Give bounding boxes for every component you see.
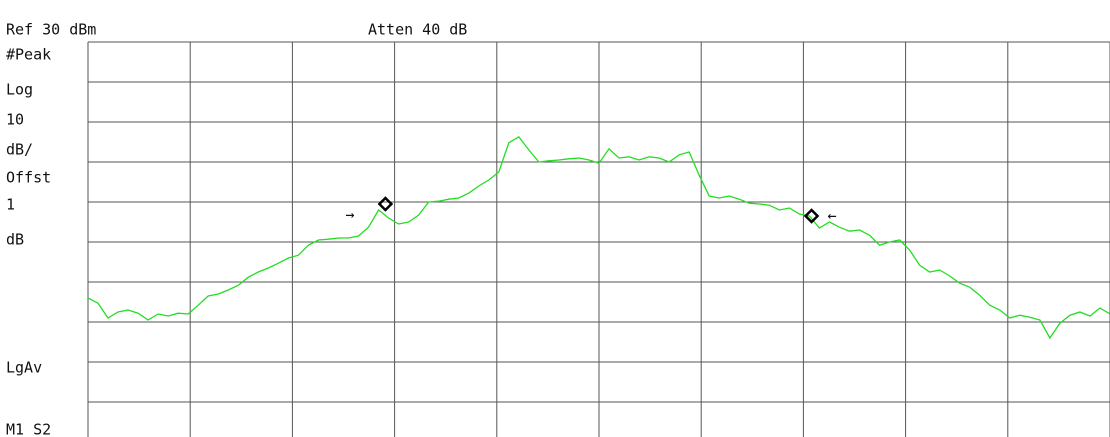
- marker: [803, 208, 820, 224]
- side-label: dB/: [6, 141, 33, 159]
- attenuation: Atten 40 dB: [368, 21, 467, 39]
- side-label: #Peak: [6, 46, 51, 64]
- side-label: M1 S2: [6, 421, 51, 437]
- side-label: Offst: [6, 169, 51, 187]
- side-label: dB: [6, 231, 24, 249]
- trace: [87, 135, 1110, 340]
- side-label: 1: [6, 196, 15, 214]
- marker: [377, 196, 394, 212]
- ref-level: Ref 30 dBm: [6, 21, 96, 39]
- side-label: LgAv: [6, 359, 42, 377]
- side-label: 10: [6, 111, 24, 129]
- side-label: Log: [6, 81, 33, 99]
- marker-arrow: ←: [827, 207, 836, 225]
- marker-arrow: →: [345, 206, 354, 224]
